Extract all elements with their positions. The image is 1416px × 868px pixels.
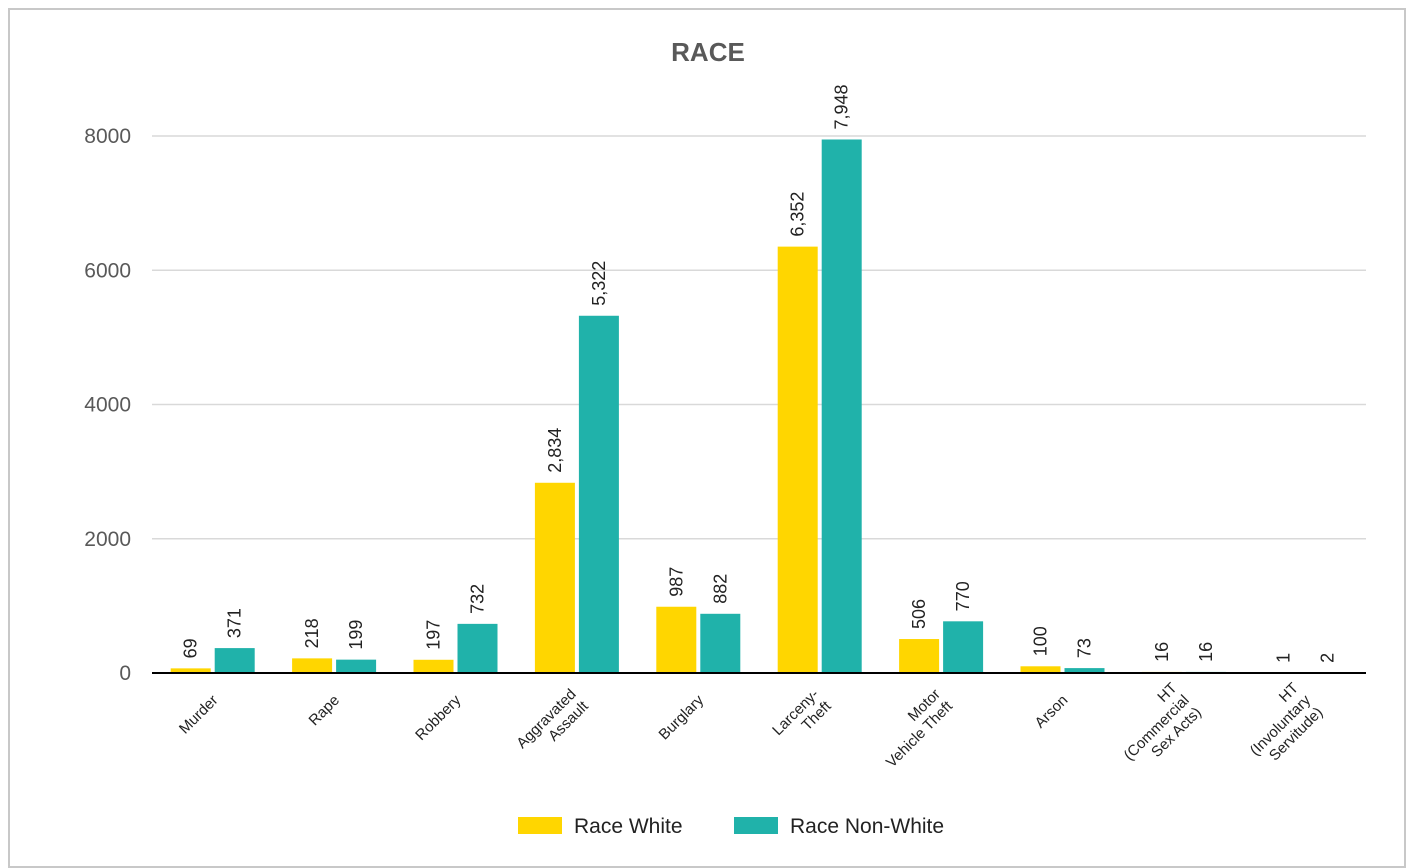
y-tick-label: 6000 <box>84 259 131 282</box>
data-label: 16 <box>1196 642 1216 662</box>
bar-white <box>899 639 939 673</box>
y-tick-label: 2000 <box>84 528 131 551</box>
x-tick-label-line: Rape <box>306 692 343 729</box>
bar-nonwhite <box>700 614 740 673</box>
data-label: 218 <box>302 618 322 648</box>
x-tick-label: Murder <box>176 692 222 738</box>
data-label: 197 <box>424 620 444 650</box>
x-tick-label-line: Arson <box>1032 692 1072 732</box>
data-label: 2,834 <box>545 428 565 473</box>
legend: Race White Race Non-White <box>518 815 944 838</box>
data-label: 100 <box>1031 626 1051 656</box>
x-tick-label: HT(CommercialSex Acts) <box>1108 680 1205 777</box>
x-tick-label: Arson <box>1032 692 1072 732</box>
y-axis-ticks: 0 2000 4000 6000 8000 <box>84 125 131 685</box>
bar-white <box>1021 666 1061 673</box>
data-label: 882 <box>710 574 730 604</box>
x-tick-label: Robbery <box>412 691 464 743</box>
x-tick-label-line: Robbery <box>412 691 464 743</box>
legend-label: Race White <box>574 815 683 838</box>
x-axis-labels: Murder Rape Robbery AggravatedAssault Burgla… <box>176 679 1327 776</box>
bars <box>171 139 1348 673</box>
data-label: 732 <box>468 584 488 614</box>
y-tick-label: 4000 <box>84 394 131 417</box>
bar-white <box>778 247 818 673</box>
y-tick-label: 0 <box>119 662 131 685</box>
bar-nonwhite <box>943 621 983 673</box>
legend-swatch <box>518 817 562 834</box>
x-tick-label: Rape <box>306 692 343 729</box>
data-label: 6,352 <box>788 192 808 237</box>
x-tick-label-line: Murder <box>176 692 222 738</box>
bar-nonwhite <box>822 139 862 673</box>
chart-title: RACE <box>671 37 745 67</box>
data-label: 1 <box>1273 653 1293 663</box>
x-tick-label: AggravatedAssault <box>513 685 592 764</box>
bar-nonwhite <box>215 648 255 673</box>
x-tick-label: Larceny-Theft <box>769 685 835 751</box>
data-label: 770 <box>953 581 973 611</box>
data-label: 73 <box>1075 638 1095 658</box>
legend-label: Race Non-White <box>790 815 944 838</box>
data-label: 69 <box>181 638 201 658</box>
bar-nonwhite <box>336 660 376 673</box>
x-tick-label: Burglary <box>656 691 708 743</box>
data-label: 506 <box>909 599 929 629</box>
data-label: 987 <box>666 567 686 597</box>
bar-nonwhite <box>579 316 619 673</box>
x-tick-label: MotorVehicle Theft <box>871 685 957 771</box>
bar-white <box>535 483 575 673</box>
data-label: 16 <box>1152 642 1172 662</box>
data-label: 7,948 <box>832 84 852 129</box>
legend-swatch <box>734 817 778 834</box>
bar-white <box>414 660 454 673</box>
gridlines <box>152 136 1366 539</box>
data-label: 199 <box>346 620 366 650</box>
bar-white <box>656 607 696 673</box>
data-label: 2 <box>1317 653 1337 663</box>
x-tick-label: HT(InvoluntaryServitude) <box>1234 679 1326 771</box>
x-tick-label-line: Burglary <box>656 691 708 743</box>
bar-white <box>292 658 332 673</box>
data-label: 5,322 <box>589 261 609 306</box>
y-tick-label: 8000 <box>84 125 131 148</box>
bar-nonwhite <box>458 624 498 673</box>
data-label: 371 <box>225 608 245 638</box>
